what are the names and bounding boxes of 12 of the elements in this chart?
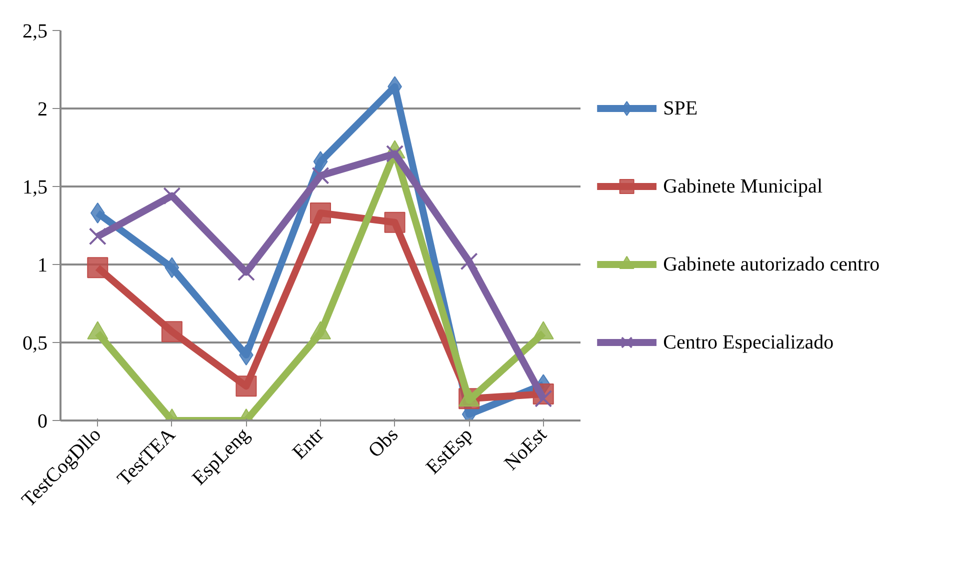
legend-label: Gabinete Municipal — [663, 176, 823, 198]
y-tick-label: 1 — [38, 254, 48, 276]
y-tick-label: 2,5 — [22, 20, 48, 42]
legend-label: Centro Especializado — [663, 332, 834, 354]
x-tick-label: Entr — [288, 423, 329, 464]
y-tick-label: 1,5 — [22, 176, 48, 198]
legend-label: Gabinete autorizado centro — [663, 254, 880, 276]
y-tick-label: 0 — [38, 410, 48, 432]
y-tick-label: 0,5 — [22, 332, 48, 354]
y-tick-label: 2 — [38, 98, 48, 120]
x-tick-label: Obs — [364, 424, 403, 462]
legend-label: SPE — [663, 98, 698, 120]
